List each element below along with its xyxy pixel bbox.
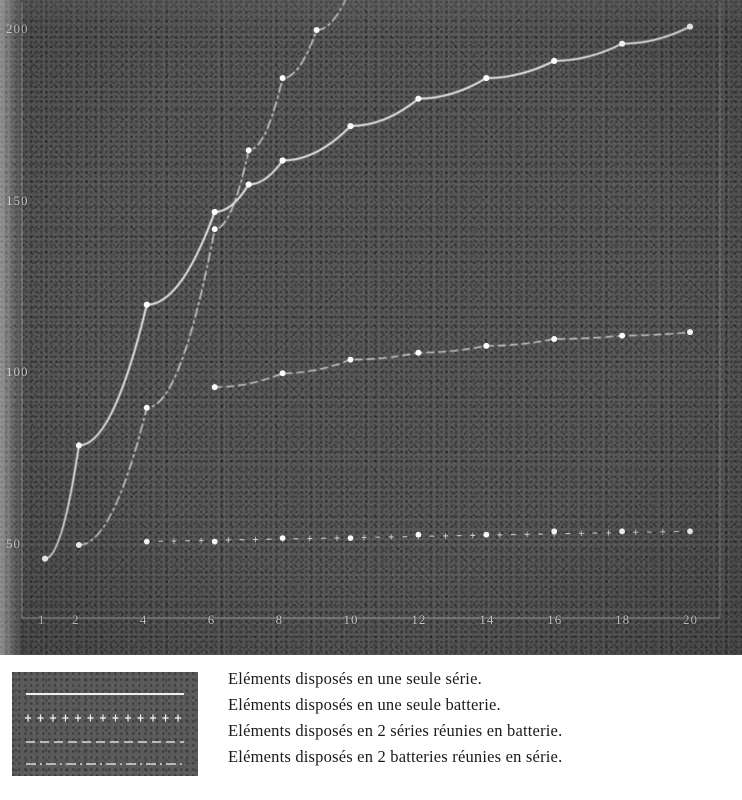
x-tick-12: 12 bbox=[411, 612, 427, 627]
y-tick-100: 100 bbox=[6, 364, 29, 380]
legend-entry-serie: Eléments disposés en une seule série. bbox=[228, 669, 482, 688]
legend-label-list: Eléments disposés en une seule série. El… bbox=[228, 666, 738, 770]
series-0 bbox=[41, 23, 694, 562]
legend-entry-2-batteries-serie: Eléments disposés en 2 batteries réunies… bbox=[228, 747, 563, 766]
x-tick-8: 8 bbox=[275, 612, 284, 627]
legend: Eléments disposés en une seule série. El… bbox=[0, 660, 742, 800]
plot-canvas bbox=[21, 0, 721, 619]
y-tick-50: 50 bbox=[6, 536, 21, 551]
x-tick-14: 14 bbox=[479, 612, 495, 627]
gridlines bbox=[22, 2, 720, 618]
legend-swatch-box bbox=[12, 672, 198, 776]
legend-swatch-lines bbox=[25, 692, 184, 765]
x-tick-10: 10 bbox=[343, 612, 359, 627]
x-tick-4: 4 bbox=[139, 612, 148, 627]
legend-entry-batterie: Eléments disposés en une seule batterie. bbox=[228, 695, 501, 714]
legend-entry-2-series-batterie: Eléments disposés en 2 séries réunies en… bbox=[228, 721, 563, 740]
series-1 bbox=[143, 528, 693, 545]
plot-area: 200 150 100 50 1 2 4 6 8 10 12 14 16 18 20 bbox=[0, 0, 742, 655]
series-3 bbox=[75, 0, 347, 548]
series-2 bbox=[211, 329, 693, 391]
y-tick-200: 200 bbox=[6, 21, 29, 36]
data-series-layer bbox=[41, 0, 694, 562]
x-tick-18: 18 bbox=[615, 612, 631, 627]
y-tick-150: 150 bbox=[6, 192, 29, 208]
x-tick-2: 2 bbox=[71, 612, 80, 627]
legend-swatch-cross bbox=[25, 714, 181, 722]
x-tick-1: 1 bbox=[38, 612, 46, 627]
x-tick-20: 20 bbox=[683, 612, 698, 627]
x-tick-16: 16 bbox=[547, 612, 563, 627]
axis-lines bbox=[21, 2, 721, 619]
x-tick-6: 6 bbox=[207, 612, 216, 627]
